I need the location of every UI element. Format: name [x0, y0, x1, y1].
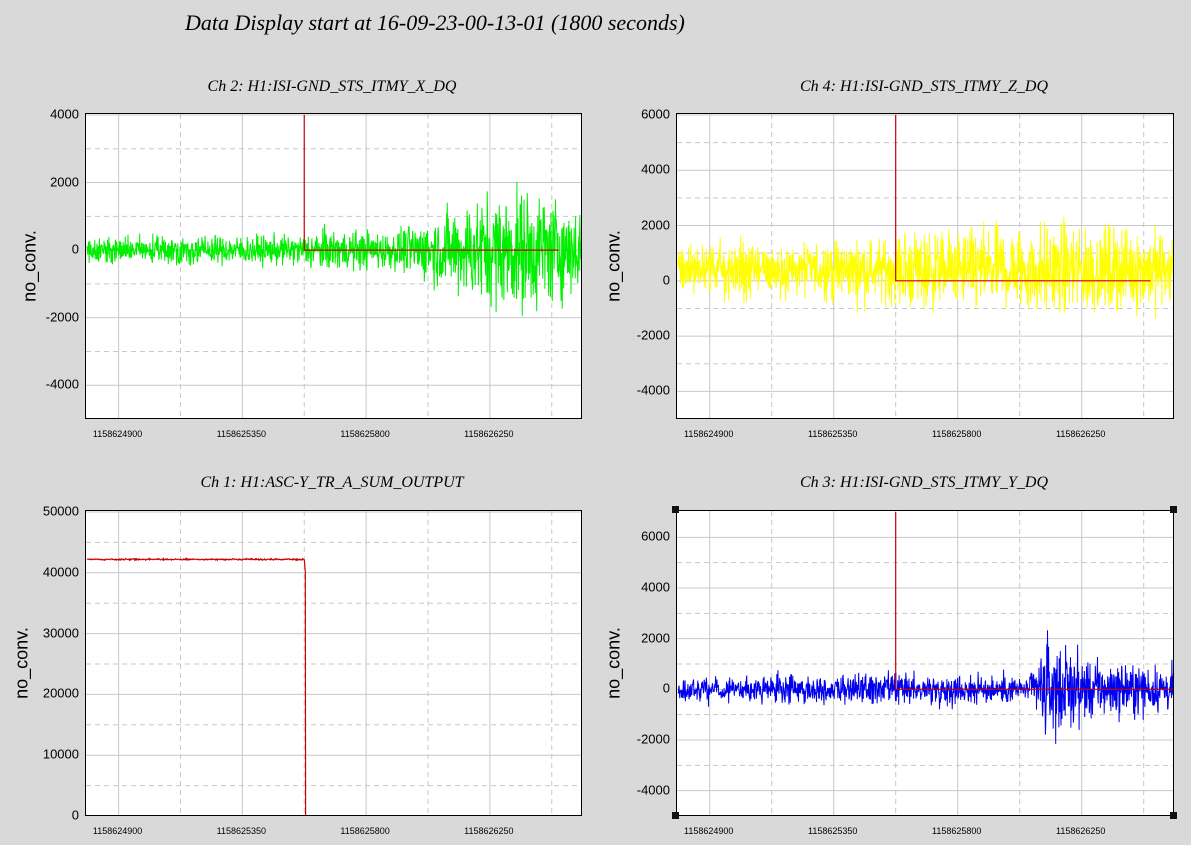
plot-area-ch1[interactable]: [85, 510, 582, 816]
series-line-ch4: [677, 216, 1173, 319]
chart-title-ch4: Ch 4: H1:ISI-GND_STS_ITMY_Z_DQ: [799, 78, 1049, 95]
y-tick-label: -2000: [636, 731, 670, 747]
x-tick-label: 1158624900: [92, 826, 143, 836]
y-tick-label: 40000: [42, 564, 79, 580]
x-tick-label: 1158626250: [464, 826, 514, 836]
selection-handle[interactable]: [1170, 812, 1177, 819]
x-tick-label: 1158626250: [1055, 826, 1106, 836]
y-tick-label: 0: [71, 807, 79, 823]
y-tick-label: 10000: [42, 746, 79, 762]
x-tick-label: 1158625350: [216, 826, 267, 836]
y-tick-label: 50000: [42, 503, 79, 519]
chart-title-ch1: Ch 1: H1:ASC-Y_TR_A_SUM_OUTPUT: [200, 474, 464, 491]
y-tick-label: 0: [71, 241, 79, 257]
y-tick-label: -4000: [636, 782, 670, 798]
y-tick-label: 2000: [641, 630, 670, 646]
marker-line-ch4: [895, 115, 1151, 282]
marker-line-ch3: [895, 512, 1173, 690]
x-tick-label: 1158626250: [464, 429, 514, 439]
y-tick-label: 4000: [641, 579, 670, 595]
y-tick-label: 4000: [50, 106, 79, 122]
x-tick-label: 1158625350: [807, 429, 858, 439]
chart-title-ch2: Ch 2: H1:ISI-GND_STS_ITMY_X_DQ: [207, 78, 457, 95]
x-tick-label: 1158624900: [683, 429, 734, 439]
x-tick-label: 1158624900: [683, 826, 734, 836]
selection-handle[interactable]: [672, 506, 679, 513]
x-tick-label: 1158625350: [807, 826, 858, 836]
plot-area-ch3[interactable]: [676, 510, 1174, 816]
x-tick-label: 1158626250: [1055, 429, 1106, 439]
x-tick-label: 1158625800: [340, 826, 390, 836]
y-tick-label: 30000: [42, 625, 79, 641]
y-tick-label: 2000: [641, 217, 670, 233]
y-tick-label: -4000: [636, 382, 670, 398]
marker-line-ch2: [303, 115, 559, 251]
x-tick-label: 1158625800: [340, 429, 390, 439]
x-tick-label: 1158625800: [931, 826, 982, 836]
y-tick-label: -2000: [45, 309, 79, 325]
y-tick-label: 20000: [42, 685, 79, 701]
y-tick-label: -4000: [45, 376, 79, 392]
y-tick-label: 4000: [641, 161, 670, 177]
plot-area-ch4[interactable]: [676, 113, 1174, 419]
series-line-ch3: [677, 630, 1173, 744]
selection-handle[interactable]: [672, 812, 679, 819]
plot-svg-ch4: [677, 114, 1173, 418]
plot-svg-ch3: [677, 511, 1173, 815]
chart-title-ch3: Ch 3: H1:ISI-GND_STS_ITMY_Y_DQ: [799, 474, 1049, 491]
selection-handle[interactable]: [1170, 506, 1177, 513]
x-tick-label: 1158625350: [216, 429, 267, 439]
y-tick-label: 6000: [641, 106, 670, 122]
y-tick-label: 2000: [50, 174, 79, 190]
x-tick-label: 1158624900: [92, 429, 143, 439]
y-tick-label: -2000: [636, 327, 670, 343]
y-tick-label: 6000: [641, 528, 670, 544]
plot-area-ch2[interactable]: [85, 113, 582, 419]
series-line-ch1: [86, 557, 307, 815]
y-axis-label-ch4: no_conv.: [603, 230, 624, 302]
y-tick-label: 0: [662, 680, 670, 696]
page-title: Data Display start at 16-09-23-00-13-01 …: [185, 10, 685, 35]
y-tick-label: 0: [662, 272, 670, 288]
plot-svg-ch1: [86, 511, 581, 815]
series-line-ch2: [86, 181, 581, 317]
plot-svg-ch2: [86, 114, 581, 418]
x-tick-label: 1158625800: [931, 429, 982, 439]
